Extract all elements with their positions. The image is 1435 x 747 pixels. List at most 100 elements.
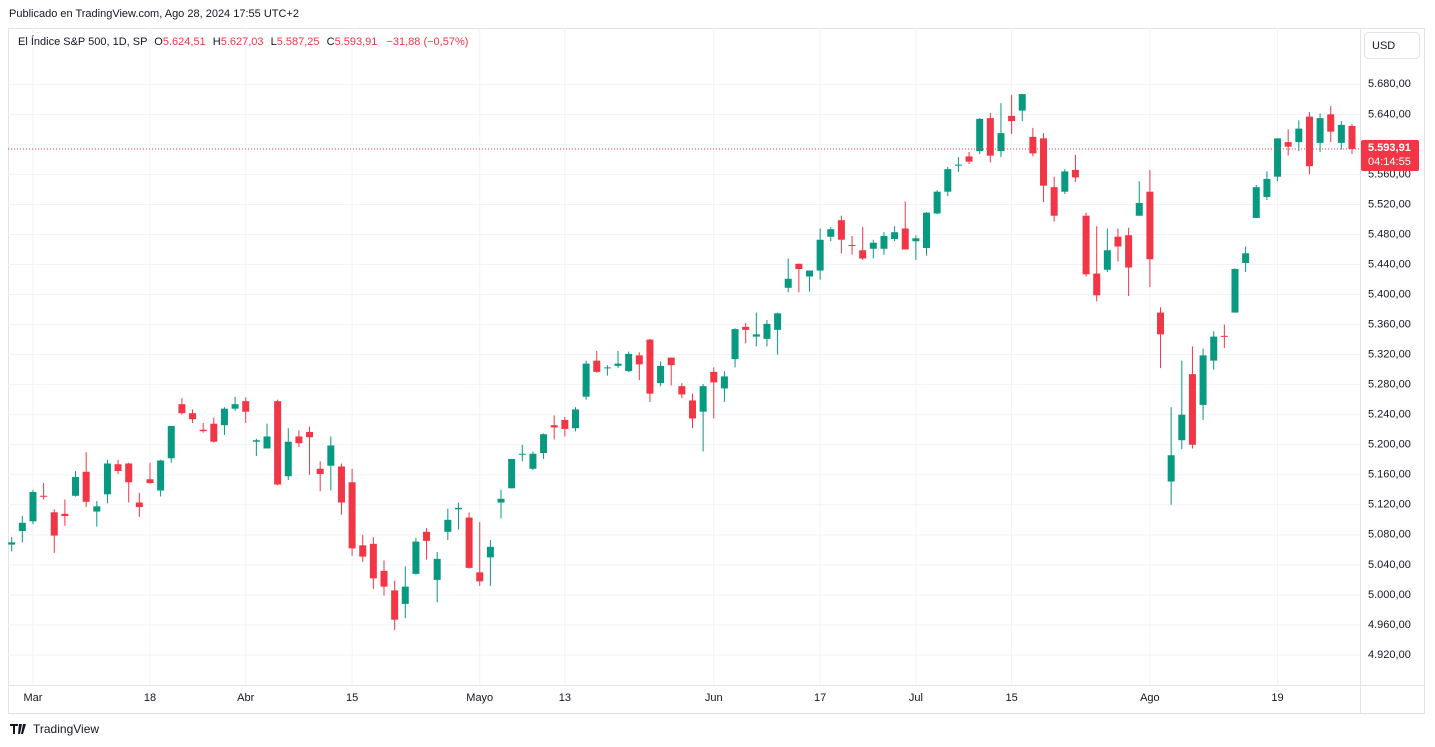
candle-body [401,586,409,604]
candle-body [454,507,462,510]
candle-body [1114,236,1122,247]
candle-body [1220,335,1228,337]
candle-body [667,357,675,366]
y-tick-label: 5.680,00 [1368,78,1411,90]
y-tick-label: 4.920,00 [1368,649,1411,661]
y-tick-label: 5.560,00 [1368,168,1411,180]
candle-body [550,425,558,428]
y-tick-label: 5.520,00 [1368,198,1411,210]
candle-body [710,371,718,383]
y-tick-label: 5.120,00 [1368,499,1411,511]
candle-body [933,191,941,214]
candle-body [316,468,324,475]
y-tick-label: 5.040,00 [1368,559,1411,571]
candle-body [348,482,356,549]
y-tick-label: 5.160,00 [1368,469,1411,481]
candle-body [976,118,984,152]
o-value: 5.624,51 [163,36,206,48]
candle-body [646,339,654,394]
candle-body [497,498,505,503]
h-value: 5.627,03 [221,36,264,48]
candle-body [146,479,154,484]
candle-body [571,409,579,429]
y-tick-label: 5.240,00 [1368,409,1411,421]
chart-frame [8,28,1425,714]
candle-body [848,244,856,246]
y-tick-label: 5.080,00 [1368,529,1411,541]
candle-body [295,436,303,444]
candle-body [795,263,803,270]
c-label: C [327,36,335,48]
candle-body [944,169,952,192]
candle-body [1274,138,1282,177]
candle-body [997,133,1005,152]
candle-body [359,545,367,557]
candle-body [220,408,228,426]
candle-body [657,365,665,384]
candle-body [1188,374,1196,445]
candle-body [837,220,845,240]
candle-body [518,453,526,455]
candle-body [433,558,441,580]
candle-body [805,270,813,277]
candle-body [1242,253,1250,264]
candle-body [1018,94,1026,111]
candle-body [508,458,516,489]
candle-body [284,441,292,477]
candle-body [880,235,888,249]
x-tick-label: Abr [237,692,254,704]
x-tick-label: Jul [909,692,923,704]
candle-body [1135,202,1143,216]
x-tick-label: Ago [1140,692,1160,704]
candle-body [1316,118,1324,143]
candle-body [1252,187,1260,218]
legend: El Índice S&P 500, 1D, SP O5.624,51 H5.6… [18,35,468,48]
l-label: L [271,36,277,48]
candle-body [1029,136,1037,154]
candle-body [1125,235,1133,268]
candle-body [369,543,377,579]
candle-body [742,326,750,330]
candle-body [869,242,877,249]
candle-body [593,360,601,372]
brand-logo [10,724,26,734]
candle-body [763,323,771,339]
candle-body [1199,355,1207,405]
candle-body [1040,138,1048,186]
candle-body [125,463,133,483]
candle-body [1146,191,1154,260]
candles [8,94,1356,631]
grid [8,28,1360,685]
currency-label[interactable]: USD [1372,40,1395,52]
candle-body [1050,187,1058,216]
candle-body [688,400,696,419]
candle-body [18,522,26,532]
candle-body [1295,128,1303,143]
candle-body [423,531,431,541]
candle-body [603,367,611,369]
candle-body [486,546,494,558]
candle-body [242,401,250,412]
candle-body [1231,269,1239,313]
symbol: El Índice S&P 500, 1D, SP [18,35,147,48]
y-tick-label: 5.400,00 [1368,288,1411,300]
y-tick-label: 5.320,00 [1368,349,1411,361]
y-tick-label: 5.480,00 [1368,228,1411,240]
candle-body [263,436,271,449]
candle-body [103,463,111,495]
y-tick-label: 5.440,00 [1368,258,1411,270]
currency-button[interactable] [1364,32,1420,59]
candle-body [306,431,314,438]
candle-body [912,238,920,242]
candle-body [93,506,101,512]
candle-body [625,353,633,372]
candle-body [859,250,867,259]
y-tick-label: 5.360,00 [1368,318,1411,330]
x-tick-label: Mayo [466,692,493,704]
candle-body [752,334,760,337]
candle-body [1210,336,1218,361]
c-value: 5.593,91 [335,36,378,48]
candle-body [1284,142,1292,147]
published-note: Publicado en TradingView.com, Ago 28, 20… [9,8,299,20]
